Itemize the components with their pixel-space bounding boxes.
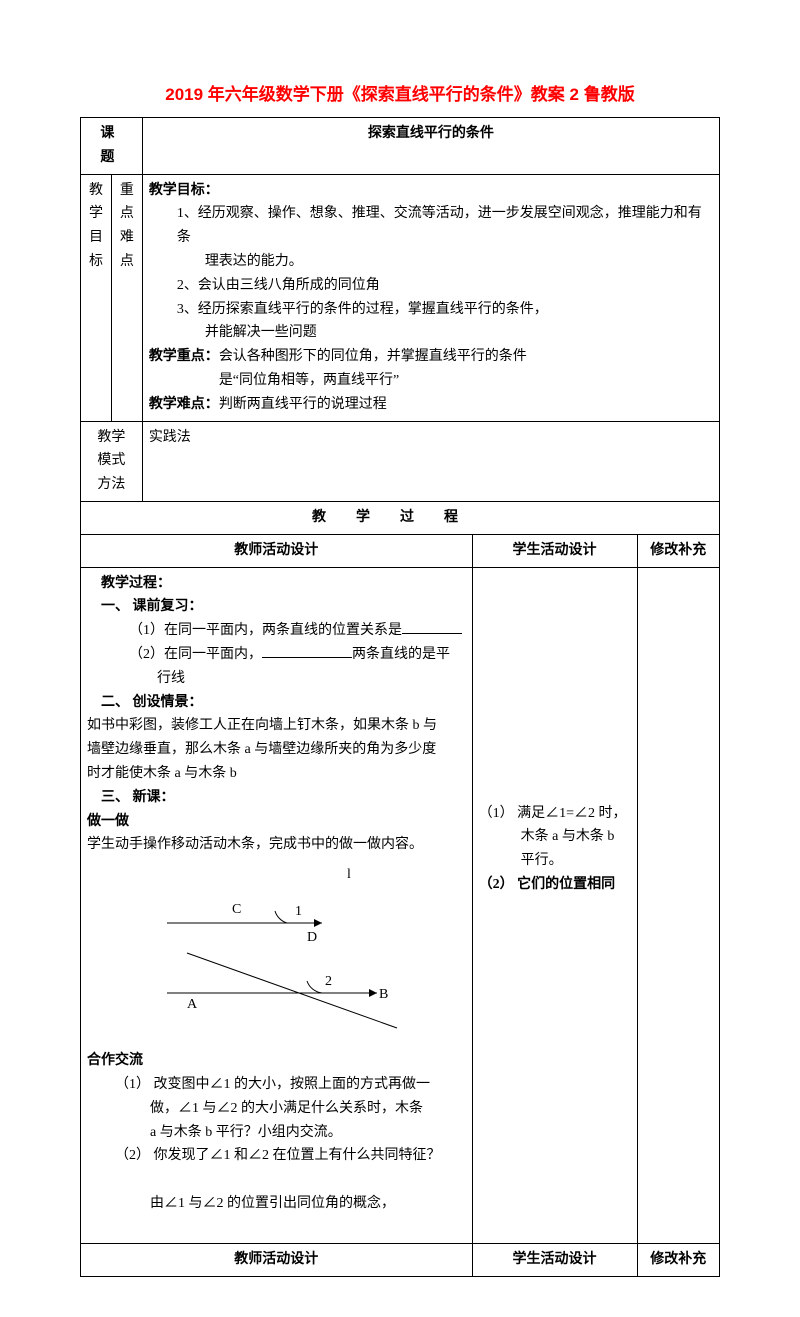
blank-1 xyxy=(402,619,462,634)
value-topic: 探索直线平行的条件 xyxy=(142,118,719,175)
student-activity: （1） 满足∠1=∠2 时， 木条 a 与木条 b 平行。 （2） 它们的位置相… xyxy=(472,567,637,1244)
t-s1-2b: 两条直线的是平 xyxy=(352,647,450,662)
label-method: 教学模式方法 xyxy=(81,421,143,501)
row-topic: 课 题 探索直线平行的条件 xyxy=(81,118,720,175)
arrow-b xyxy=(369,989,377,997)
t-c2a: （2） 你发现了∠1 和∠2 在位置上有什么共同特征？ xyxy=(87,1144,466,1168)
document-title: 2019 年六年级数学下册《探索直线平行的条件》教案 2 鲁教版 xyxy=(80,80,720,105)
t-clast: 由∠1 与∠2 的位置引出同位角的概念， xyxy=(87,1192,466,1216)
row-method: 教学模式方法 实践法 xyxy=(81,421,720,501)
diff-1: 判断两直线平行的说理过程 xyxy=(219,397,387,412)
t-s1-1: （1）在同一平面内，两条直线的位置关系是 xyxy=(87,619,466,643)
goal-3b: 并能解决一些问题 xyxy=(149,321,713,345)
goal-head: 教学目标： xyxy=(149,183,219,198)
s-1b: 木条 a 与木条 b xyxy=(479,825,631,849)
t-c1a: （1） 改变图中∠1 的大小，按照上面的方式再做一 xyxy=(87,1073,466,1097)
focus-2: 是“同位角相等，两直线平行” xyxy=(149,369,399,393)
label-goals-right: 重点难点 xyxy=(111,174,142,421)
notes-cell xyxy=(637,567,720,1244)
t-s2-p1: 如书中彩图，装修工人正在向墙上钉木条，如果木条 b 与 xyxy=(87,718,437,733)
t-s3: 三、 新课： xyxy=(87,790,175,805)
t-s1: 一、 课前复习： xyxy=(87,599,203,614)
transversal-line xyxy=(187,953,397,1028)
row-col-headers: 教师活动设计 学生活动设计 修改补充 xyxy=(81,534,720,567)
t-do-p: 学生动手操作移动活动木条，完成书中的做一做内容。 xyxy=(87,837,423,852)
angle-1-arc xyxy=(275,911,287,923)
blank-2 xyxy=(262,643,352,658)
t-c1b: 做，∠1 与∠2 的大小满足什么关系时，木条 xyxy=(87,1097,466,1121)
label-1: 1 xyxy=(295,904,302,919)
geometry-diagram: l C 1 D A 2 B xyxy=(147,863,407,1043)
t-s1-2: （2）在同一平面内， 两条直线的是平 xyxy=(87,643,466,667)
label-C: C xyxy=(232,902,241,917)
goals-content: 教学目标： 1、经历观察、操作、想象、推理、交流等活动，进一步发展空间观念，推理… xyxy=(142,174,719,421)
row-process-header: 教学过程 xyxy=(81,501,720,534)
process-header: 教学过程 xyxy=(81,501,720,534)
s-1a: （1） 满足∠1=∠2 时， xyxy=(479,802,631,826)
arrow-d xyxy=(314,919,322,927)
t-s2: 二、 创设情景： xyxy=(87,695,203,710)
focus-1: 会认各种图形下的同位角，并掌握直线平行的条件 xyxy=(219,349,527,364)
t-s1-1a: （1）在同一平面内，两条直线的位置关系是 xyxy=(129,623,402,638)
t-do: 做一做 xyxy=(87,814,129,829)
goal-1b: 理表达的能力。 xyxy=(149,250,713,274)
label-A: A xyxy=(187,997,198,1012)
label-l: l xyxy=(347,867,351,882)
diagram-svg: l C 1 D A 2 B xyxy=(147,863,407,1043)
col-teacher-2: 教师活动设计 xyxy=(81,1244,473,1277)
label-2: 2 xyxy=(325,974,332,989)
col-student: 学生活动设计 xyxy=(472,534,637,567)
value-method: 实践法 xyxy=(142,421,719,501)
col-notes-2: 修改补充 xyxy=(637,1244,720,1277)
col-notes: 修改补充 xyxy=(637,534,720,567)
goal-1: 1、经历观察、操作、想象、推理、交流等活动，进一步发展空间观念，推理能力和有条 xyxy=(149,202,713,250)
col-student-2: 学生活动设计 xyxy=(472,1244,637,1277)
col-teacher: 教师活动设计 xyxy=(81,534,473,567)
label-goals-left: 教学目标 xyxy=(81,174,112,421)
t-s2-p2: 墙壁边缘垂直，那么木条 a 与墙壁边缘所夹的角为多少度 xyxy=(87,742,436,757)
t-s1-2a: （2）在同一平面内， xyxy=(129,647,262,662)
row-goals: 教学目标 重点难点 教学目标： 1、经历观察、操作、想象、推理、交流等活动，进一… xyxy=(81,174,720,421)
teacher-activity: 教学过程： 一、 课前复习： （1）在同一平面内，两条直线的位置关系是 （2）在… xyxy=(81,567,473,1244)
row-content: 教学过程： 一、 课前复习： （1）在同一平面内，两条直线的位置关系是 （2）在… xyxy=(81,567,720,1244)
t-s2-p3: 时才能使木条 a 与木条 b xyxy=(87,766,237,781)
label-topic: 课 题 xyxy=(81,118,143,175)
diff-head: 教学难点： xyxy=(149,397,219,412)
t-proc: 教学过程： xyxy=(87,576,171,591)
t-c1c: a 与木条 b 平行？小组内交流。 xyxy=(87,1121,466,1145)
label-B: B xyxy=(379,987,388,1002)
s-1c: 平行。 xyxy=(479,849,631,873)
t-s1-2c: 行线 xyxy=(87,667,466,691)
t-coop: 合作交流 xyxy=(87,1053,143,1068)
lesson-plan-table: 课 题 探索直线平行的条件 教学目标 重点难点 教学目标： 1、经历观察、操作、… xyxy=(80,117,720,1277)
goal-2: 2、会认由三线八角所成的同位角 xyxy=(149,274,713,298)
focus-head: 教学重点： xyxy=(149,349,219,364)
s-2a: （2） 它们的位置相同 xyxy=(479,873,631,897)
row-col-headers-2: 教师活动设计 学生活动设计 修改补充 xyxy=(81,1244,720,1277)
goal-3: 3、经历探索直线平行的条件的过程，掌握直线平行的条件， xyxy=(149,298,713,322)
label-D: D xyxy=(307,930,317,945)
angle-2-arc xyxy=(307,981,322,993)
